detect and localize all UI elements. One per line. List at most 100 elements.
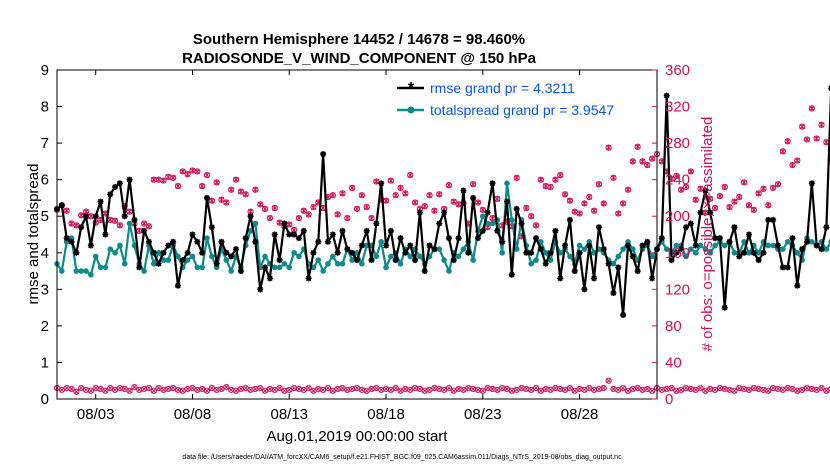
totalspread-point	[576, 242, 583, 249]
obs-assimilated-marker	[721, 183, 728, 190]
totalspread-point	[460, 246, 467, 252]
rmse-point	[465, 249, 472, 256]
obs-assimilated-bottom-marker	[697, 385, 704, 391]
plot-frame	[56, 69, 658, 400]
obs-assimilated-bottom-marker	[683, 385, 689, 391]
rmse-point	[736, 253, 743, 260]
obs-assimilated-bottom-marker	[557, 386, 563, 392]
obs-assimilated-marker	[731, 198, 738, 205]
obs-assimilated-marker	[271, 204, 278, 211]
rmse-point	[179, 257, 186, 264]
rmse-point	[324, 238, 331, 245]
obs-assimilated-bottom-marker	[523, 386, 529, 392]
obs-assimilated-bottom-marker	[818, 385, 825, 391]
obs-possible-bottom-marker	[532, 384, 540, 392]
rmse-point	[223, 249, 230, 256]
rmse-point	[392, 257, 399, 264]
rmse-point	[184, 249, 191, 256]
obs-possible-bottom-marker	[305, 384, 312, 392]
rmse-point	[228, 253, 235, 260]
totalspread-point	[78, 268, 84, 274]
obs-assimilated-marker	[823, 139, 830, 146]
obs-assimilated-bottom-marker	[397, 388, 404, 394]
obs-assimilated-bottom-marker	[373, 385, 379, 391]
obs-assimilated-bottom-marker	[446, 385, 452, 391]
obs-assimilated-bottom-marker	[368, 386, 375, 392]
y-right-tick-label: 240	[665, 172, 690, 189]
totalspread-point	[533, 257, 539, 263]
rmse-point	[595, 224, 602, 231]
obs-assimilated-bottom-marker	[485, 385, 491, 391]
obs-assimilated-marker	[189, 167, 196, 174]
rmse-point	[644, 238, 651, 245]
obs-assimilated-bottom-marker	[673, 388, 679, 394]
totalspread-point	[721, 242, 728, 249]
obs-assimilated-marker	[717, 193, 723, 200]
rmse-point	[416, 209, 423, 216]
rmse-point	[339, 227, 346, 234]
obs-assimilated-bottom-marker	[794, 388, 800, 394]
rmse-point	[107, 191, 114, 198]
obs-assimilated-marker	[359, 192, 365, 199]
obs-assimilated-marker	[780, 148, 786, 155]
y-axis-label: rmse and totalspread	[25, 164, 42, 305]
obs-assimilated-marker	[431, 207, 438, 214]
rmse-point	[368, 257, 375, 264]
obs-possible-bottom-marker	[145, 384, 153, 392]
obs-assimilated-marker	[320, 204, 326, 211]
obs-assimilated-bottom-marker	[436, 386, 442, 392]
obs-possible-bottom-marker	[445, 384, 453, 392]
obs-assimilated-bottom-marker	[736, 385, 742, 391]
rmse-point	[281, 220, 288, 227]
totalspread-point	[107, 246, 114, 252]
obs-assimilated-marker	[480, 206, 486, 213]
obs-assimilated-marker	[697, 185, 704, 192]
obs-assimilated-marker	[576, 210, 583, 217]
obs-assimilated-marker	[702, 209, 709, 216]
obs-assimilated-bottom-marker	[122, 386, 128, 392]
obs-assimilated-bottom-marker	[146, 385, 152, 391]
obs-assimilated-bottom-marker	[746, 387, 752, 393]
obs-assimilated-bottom-marker	[335, 386, 341, 392]
rmse-point	[160, 249, 167, 256]
obs-assimilated-bottom-marker	[291, 385, 297, 391]
obs-assimilated-marker	[765, 202, 772, 209]
totalspread-point	[325, 260, 331, 267]
y-right-tick-label: 200	[665, 208, 690, 225]
totalspread-point	[397, 260, 404, 267]
totalspread-point	[204, 235, 210, 241]
obs-assimilated-bottom-marker	[499, 385, 505, 391]
rmse-point	[702, 187, 709, 194]
obs-possible-bottom-marker	[605, 377, 612, 384]
obs-assimilated-bottom-marker	[431, 385, 437, 391]
rmse-point	[818, 246, 825, 253]
rmse-point	[155, 260, 162, 267]
obs-assimilated-bottom-marker	[64, 385, 70, 391]
obs-assimilated-bottom-marker	[257, 385, 263, 391]
totalspread-point	[286, 264, 293, 271]
totalspread-point	[683, 253, 689, 260]
obs-assimilated-bottom-marker	[344, 387, 350, 393]
rmse-point	[750, 249, 757, 256]
obs-assimilated-bottom-marker	[199, 386, 205, 392]
obs-assimilated-marker	[180, 168, 186, 175]
x-tick-label: 08/28	[561, 406, 599, 423]
totalspread-point	[542, 249, 549, 256]
obs-assimilated-bottom-marker	[470, 386, 476, 392]
obs-assimilated-bottom-marker	[809, 386, 815, 392]
obs-assimilated-bottom-marker	[712, 387, 718, 393]
obs-assimilated-marker	[712, 204, 718, 211]
rmse-point	[537, 246, 544, 253]
obs-assimilated-bottom-marker	[489, 386, 496, 392]
obs-assimilated-bottom-marker	[688, 386, 694, 392]
obs-assimilated-marker	[344, 215, 351, 222]
obs-assimilated-bottom-marker	[630, 386, 636, 392]
obs-assimilated-marker	[310, 204, 317, 211]
obs-assimilated-bottom-marker	[277, 385, 283, 391]
obs-assimilated-bottom-marker	[325, 385, 331, 391]
totalspread-point	[702, 246, 709, 252]
rmse-point	[141, 227, 148, 234]
obs-assimilated-marker	[170, 174, 176, 181]
obs-assimilated-bottom-marker	[804, 385, 810, 391]
